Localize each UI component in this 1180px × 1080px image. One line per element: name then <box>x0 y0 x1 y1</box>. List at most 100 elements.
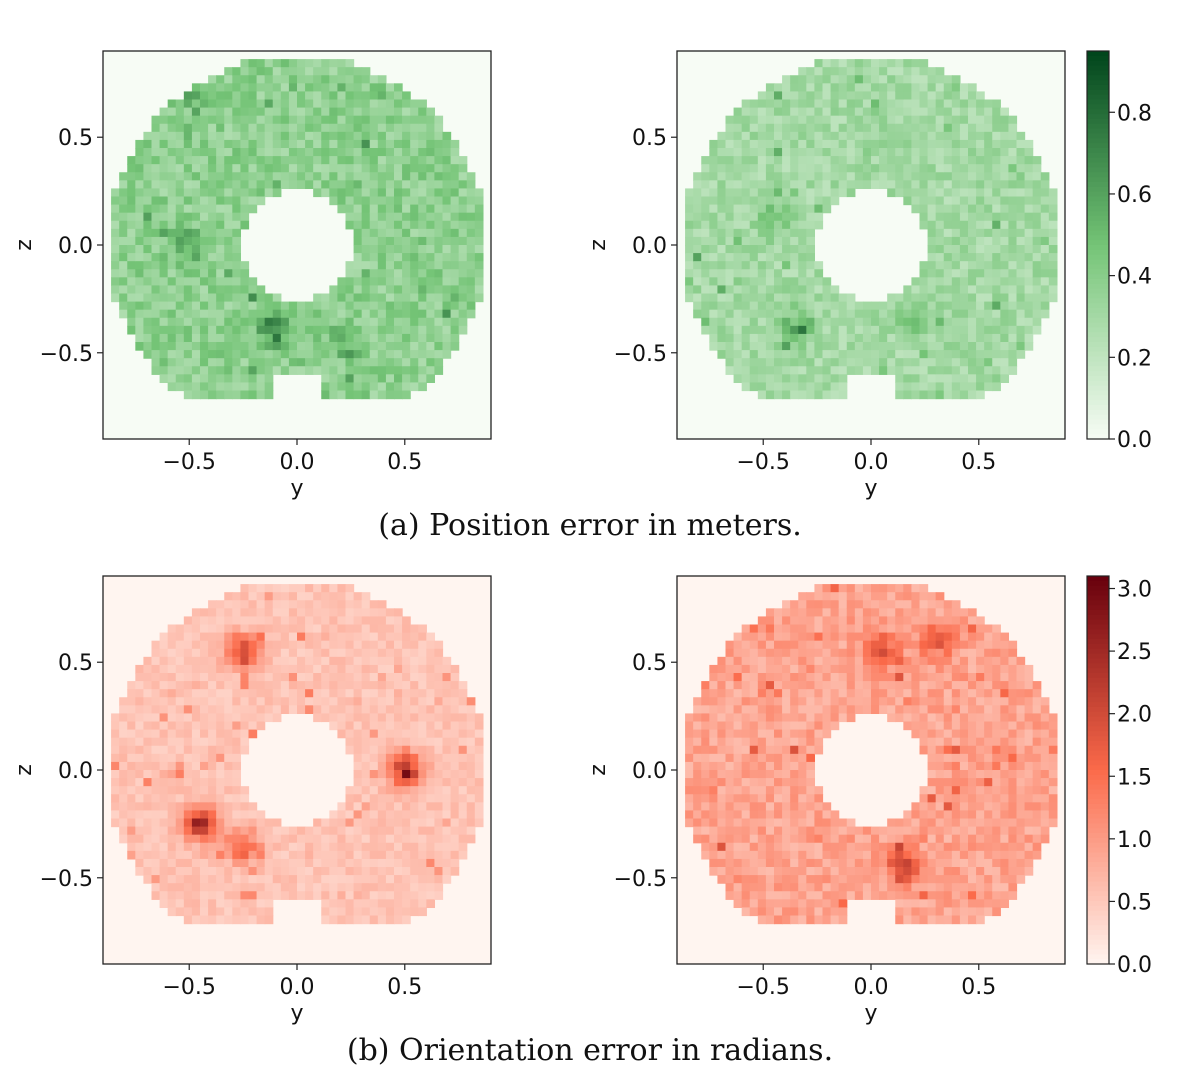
heatmap-cell <box>361 786 371 795</box>
heatmap-cell <box>329 616 339 626</box>
heatmap-cell <box>337 673 347 682</box>
heatmap-cell <box>774 228 783 238</box>
heatmap-cell <box>329 196 339 206</box>
heatmap-cell <box>442 721 452 731</box>
heatmap-cell <box>232 697 242 706</box>
heatmap-cell <box>191 325 201 335</box>
heatmap-cell <box>305 858 314 868</box>
heatmap-cell <box>1000 374 1010 384</box>
heatmap-cell <box>466 729 476 739</box>
heatmap-cell <box>798 325 807 335</box>
heatmap-cell <box>458 172 468 181</box>
heatmap-cell <box>353 842 363 852</box>
heatmap-cell <box>369 640 379 650</box>
heatmap-cell <box>976 107 985 117</box>
heatmap-cell <box>200 236 209 246</box>
heatmap-cell <box>208 325 217 335</box>
heatmap-cell <box>806 850 816 860</box>
heatmap-cell <box>119 188 128 198</box>
heatmap-cell <box>313 91 322 101</box>
heatmap-cell <box>232 277 242 287</box>
heatmap-cell <box>927 180 937 190</box>
heatmap-cell <box>369 883 379 892</box>
heatmap-cell <box>976 123 985 133</box>
heatmap-cell <box>1032 188 1042 198</box>
heatmap-cell <box>846 59 856 68</box>
heatmap-cell <box>385 867 395 876</box>
heatmap-cell <box>394 253 403 262</box>
heatmap-cell <box>248 156 258 165</box>
heatmap-cell <box>361 697 371 706</box>
heatmap-cell <box>1024 220 1034 230</box>
heatmap-cell <box>151 664 161 674</box>
heatmap-cell <box>741 713 751 723</box>
heatmap-cell <box>442 770 452 779</box>
heatmap-cell <box>935 115 945 125</box>
heatmap-cell <box>450 745 460 755</box>
heatmap-cell <box>442 673 452 682</box>
heatmap-cell <box>402 204 411 214</box>
heatmap-cell <box>272 624 282 634</box>
heatmap-cell <box>345 899 355 909</box>
heatmap-cell <box>159 875 169 884</box>
heatmap-cell <box>442 713 452 723</box>
heatmap-cell <box>369 891 379 900</box>
heatmap-cell <box>733 180 743 190</box>
heatmap-cell <box>976 317 985 327</box>
heatmap-cell <box>232 656 242 666</box>
heatmap-cell <box>135 139 145 149</box>
heatmap-cell <box>111 794 120 803</box>
heatmap-cell <box>879 99 888 109</box>
heatmap-cell <box>418 204 427 214</box>
heatmap-cell <box>774 858 783 868</box>
heatmap-cell <box>959 253 969 262</box>
heatmap-cell <box>216 188 225 198</box>
y-tick-label: 0.0 <box>58 759 93 784</box>
heatmap-cell <box>1040 188 1050 198</box>
heatmap-cell <box>175 366 185 375</box>
heatmap-cell <box>806 624 816 634</box>
heatmap-cell <box>111 228 120 238</box>
heatmap-cell <box>879 83 888 93</box>
heatmap-cell <box>976 253 985 262</box>
heatmap-cell <box>426 333 436 343</box>
heatmap-cell <box>822 277 832 287</box>
heatmap-cell <box>741 761 751 771</box>
heatmap-cell <box>337 91 347 101</box>
heatmap-cell <box>765 624 775 634</box>
heatmap-cell <box>879 139 888 149</box>
heatmap-cell <box>119 293 128 303</box>
heatmap-cell <box>887 333 896 343</box>
heatmap-cell <box>337 374 347 384</box>
heatmap-cell <box>458 277 468 287</box>
heatmap-cell <box>968 325 977 335</box>
heatmap-cell <box>790 333 799 343</box>
heatmap-cell <box>167 689 177 698</box>
heatmap-cell <box>919 148 929 157</box>
heatmap-cell <box>1040 293 1050 303</box>
heatmap-cell <box>264 172 274 181</box>
heatmap-cell <box>790 131 799 141</box>
heatmap-cell <box>935 172 945 181</box>
heatmap-cell <box>450 826 460 836</box>
heatmap-cell <box>191 867 201 876</box>
heatmap-cell <box>402 301 411 311</box>
heatmap-cell <box>248 664 258 674</box>
heatmap-cell <box>143 293 153 303</box>
heatmap-cell <box>951 333 961 343</box>
heatmap-cell <box>232 915 242 925</box>
heatmap-cell <box>167 236 177 246</box>
heatmap-cell <box>927 309 937 319</box>
heatmap-cell <box>280 664 290 674</box>
heatmap-cell <box>830 99 840 109</box>
heatmap-cell <box>256 333 266 343</box>
heatmap-cell <box>782 245 791 254</box>
heatmap-cell <box>151 366 161 375</box>
heatmap-cell <box>183 333 193 343</box>
heatmap-cell <box>191 204 201 214</box>
heatmap-cell <box>879 91 888 101</box>
heatmap-cell <box>345 188 355 198</box>
heatmap-cell <box>127 212 136 222</box>
heatmap-cell <box>151 705 161 715</box>
heatmap-cell <box>191 915 201 925</box>
